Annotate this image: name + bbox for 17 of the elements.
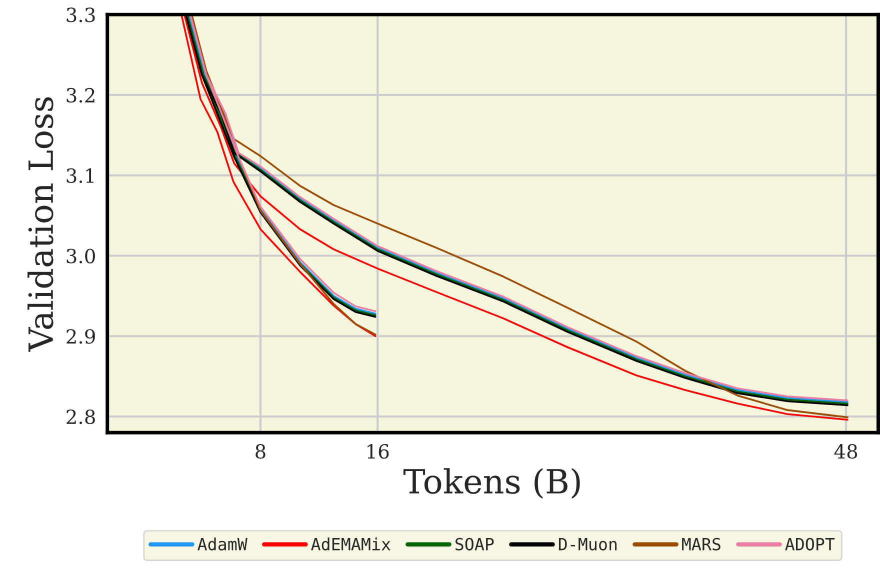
legend-label: AdEMAMix — [311, 538, 390, 550]
x-tick-label: 48 — [834, 444, 858, 459]
x-tick-label: 16 — [368, 444, 389, 459]
y-tick-label: 2.8 — [66, 409, 95, 424]
legend-label: AdamW — [198, 538, 248, 550]
x-tick-label: 8 — [256, 444, 266, 459]
y-tick-label: 2.9 — [66, 329, 95, 344]
y-tick-label: 3.1 — [66, 168, 94, 184]
y-tick-label: 3.2 — [66, 88, 94, 103]
x-axis-title: Tokens (B) — [403, 468, 580, 499]
y-axis-title: Validation Loss — [28, 97, 54, 352]
y-tick-label: 3.0 — [66, 248, 95, 264]
legend-label: ADOPT — [785, 538, 835, 550]
legend-label: MARS — [682, 538, 720, 550]
y-tick-label: 3.3 — [66, 8, 95, 22]
legend-label: D-Muon — [558, 538, 617, 550]
legend-label: SOAP — [455, 538, 494, 550]
